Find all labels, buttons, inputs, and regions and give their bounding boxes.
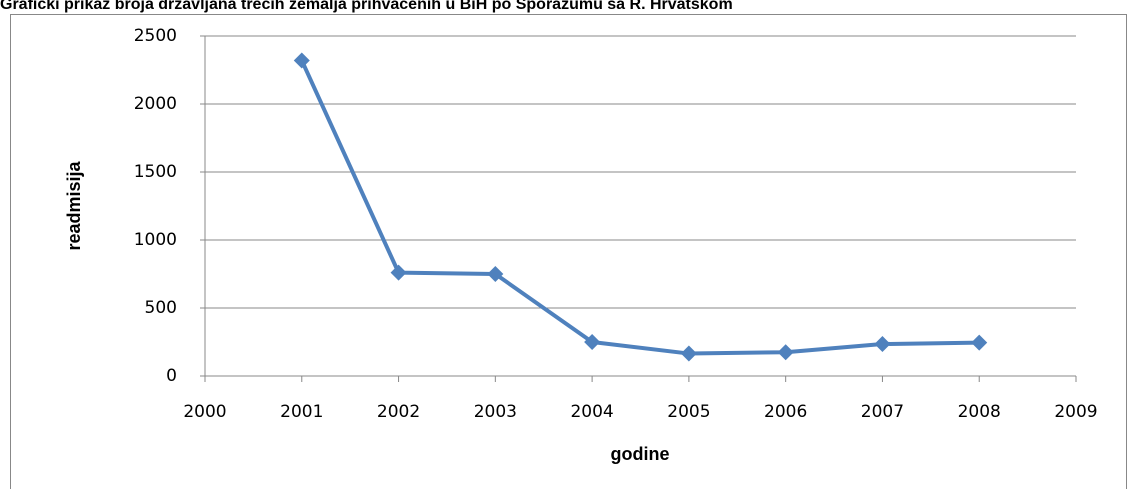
y-tick-label: 2000 (134, 94, 177, 114)
x-tick-label: 2002 (377, 402, 420, 422)
data-point (680, 345, 697, 362)
y-tick-label: 1500 (134, 162, 177, 182)
y-tick-label: 500 (145, 298, 177, 318)
x-tick-label: 2007 (861, 402, 904, 422)
x-tick-label: 2001 (280, 402, 323, 422)
data-line (299, 59, 980, 356)
data-point (971, 334, 988, 351)
y-tick-label: 1000 (134, 230, 177, 250)
x-tick-label: 2003 (474, 402, 517, 422)
x-axis-label: godine (611, 444, 670, 464)
data-point (390, 264, 407, 281)
x-tick-label: 2004 (570, 402, 613, 422)
x-tick-label: 2006 (764, 402, 807, 422)
y-tick-label: 2500 (134, 26, 177, 46)
x-tick-label: 2008 (958, 402, 1001, 422)
y-axis-label: readmisija (64, 160, 84, 250)
data-point (487, 266, 504, 282)
x-tick-label: 2005 (667, 402, 710, 422)
data-point (584, 334, 601, 350)
data-point (293, 52, 310, 69)
data-point (777, 344, 794, 361)
y-tick-label: 0 (166, 366, 177, 386)
chart-title: Grafički prikaz broja državljana trećih … (0, 0, 733, 13)
chart-frame (10, 14, 1127, 489)
x-tick-label: 2000 (183, 402, 226, 422)
data-point (874, 336, 891, 353)
x-tick-label: 2009 (1054, 402, 1097, 422)
